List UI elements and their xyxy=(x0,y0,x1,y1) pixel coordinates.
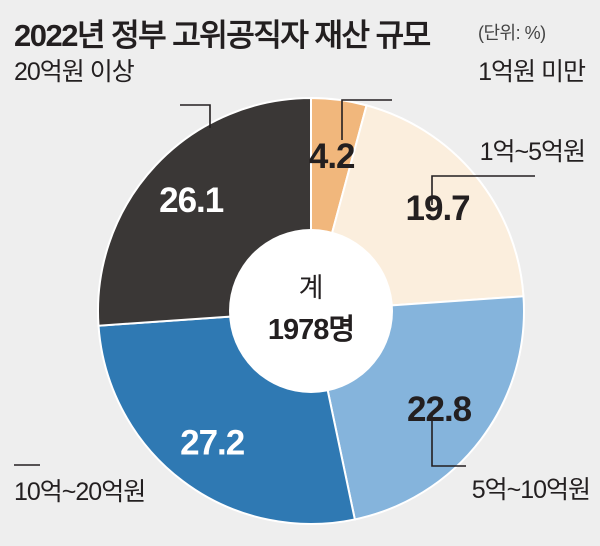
slice-value-label: 26.1 xyxy=(159,181,224,220)
unit-note: (단위: %) xyxy=(478,23,546,43)
slice-category-label: 5억~10억원 xyxy=(472,476,590,504)
slice-value-label: 4.2 xyxy=(309,137,355,176)
leader-line xyxy=(180,104,211,128)
chart-title: 2022년 정부 고위공직자 재산 규모 xyxy=(14,18,431,53)
slice-value-label: 22.8 xyxy=(407,390,472,429)
slice-category-label: 20억원 이상 xyxy=(14,58,135,86)
slice-value-label: 27.2 xyxy=(180,424,245,463)
leader-line xyxy=(341,99,392,140)
slice-category-label: 10억~20억원 xyxy=(14,478,145,506)
center-label: 계 xyxy=(299,273,324,303)
slice-category-label: 1억~5억원 xyxy=(480,138,585,166)
slice-category-label: 1억원 미만 xyxy=(478,58,586,86)
leader-line xyxy=(431,415,466,467)
center-total: 1978명 xyxy=(268,313,354,346)
slice-value-label: 19.7 xyxy=(406,189,470,228)
center-disc xyxy=(229,229,393,393)
leader-line xyxy=(431,175,535,205)
